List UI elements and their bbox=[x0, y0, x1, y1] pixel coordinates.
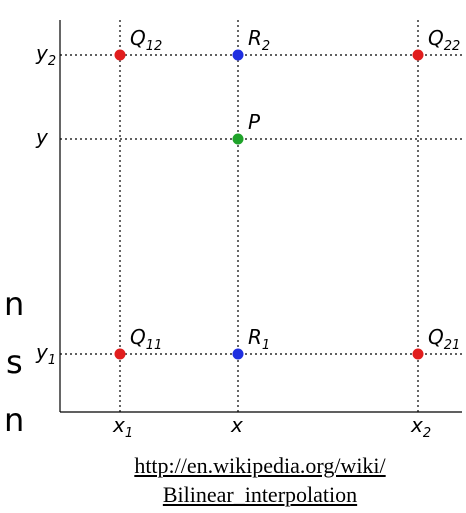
point-q21 bbox=[413, 349, 424, 360]
axis-tick-labels: x1 x x2 y2 y y1 bbox=[35, 41, 431, 441]
wikipedia-link-line-2[interactable]: Bilinear_interpolation bbox=[60, 480, 460, 509]
point-q22 bbox=[413, 50, 424, 61]
point-label-q21: Q21 bbox=[428, 325, 460, 353]
left-text-fragment-2: s bbox=[6, 346, 23, 378]
point-r1 bbox=[233, 349, 244, 360]
point-p bbox=[233, 134, 244, 145]
point-r2 bbox=[233, 50, 244, 61]
left-text-fragment-1: n bbox=[4, 288, 24, 320]
point-label-q22: Q22 bbox=[428, 26, 460, 54]
point-q12 bbox=[115, 50, 126, 61]
point-q11 bbox=[115, 349, 126, 360]
x-tick-label-x1: x1 bbox=[112, 413, 133, 441]
y-tick-label-y: y bbox=[35, 125, 49, 149]
point-label-r1: R1 bbox=[248, 325, 270, 353]
grid-points bbox=[115, 50, 424, 360]
wikipedia-link-line-1[interactable]: http://en.wikipedia.org/wiki/ bbox=[60, 451, 460, 480]
point-label-q11: Q11 bbox=[130, 325, 162, 353]
y-tick-label-y1: y1 bbox=[35, 340, 56, 368]
x-tick-label-x: x bbox=[230, 413, 243, 437]
bilinear-interpolation-diagram: x1 x x2 y2 y y1 Q12 R2 Q22 P Q11 R1 Q21 bbox=[0, 0, 466, 450]
point-label-r2: R2 bbox=[248, 26, 270, 54]
point-labels: Q12 R2 Q22 P Q11 R1 Q21 bbox=[130, 26, 460, 353]
x-tick-label-x2: x2 bbox=[410, 413, 431, 441]
source-caption: http://en.wikipedia.org/wiki/ Bilinear_i… bbox=[60, 451, 460, 509]
y-tick-label-y2: y2 bbox=[35, 41, 56, 69]
point-label-q12: Q12 bbox=[130, 26, 162, 54]
point-label-p: P bbox=[248, 110, 261, 134]
left-text-fragment-3: n bbox=[4, 404, 24, 436]
